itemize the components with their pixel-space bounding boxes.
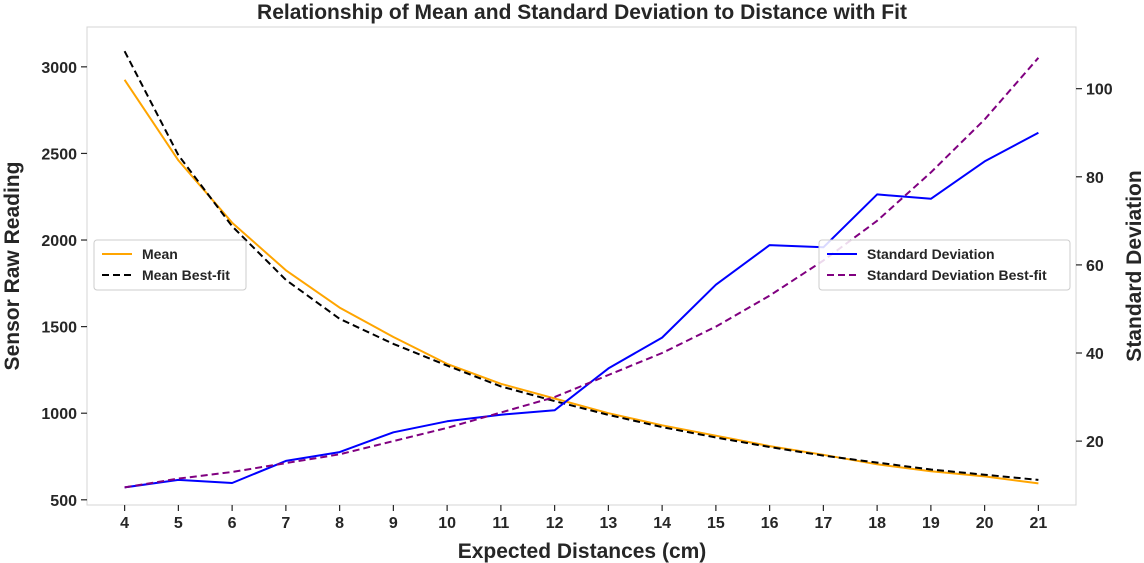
x-tick-label-10: 10 [438,515,456,532]
x-axis-label: Expected Distances (cm) [458,540,707,563]
x-tick-label-9: 9 [389,515,398,532]
series-layer [123,50,1040,489]
x-tick-label-7: 7 [281,515,290,532]
x-tick-label-8: 8 [335,515,344,532]
legend-label-standard-deviation-best-fit: Standard Deviation Best-fit [867,267,1047,283]
right-y-tick-label-100: 100 [1086,82,1113,99]
x-tick-label-15: 15 [707,515,725,532]
plot-frame [86,26,1077,506]
x-tick-label-21: 21 [1029,515,1047,532]
left-y-axis-label: Sensor Raw Reading [1,162,24,371]
right-y-axis-ticks: 20 40 60 80 100 [1076,82,1113,451]
x-axis-ticks: 4 5 6 7 8 9 10 11 12 13 14 15 16 17 18 19 20 21 [120,505,1047,532]
series-line-mean-best-fit [123,50,1039,481]
legend-label-mean: Mean [142,246,178,262]
left-y-tick-label-2500: 2500 [41,146,77,163]
left-y-tick-label-2000: 2000 [41,233,77,250]
x-tick-label-12: 12 [546,515,564,532]
series-line-mean [123,79,1039,485]
x-tick-label-18: 18 [868,515,886,532]
x-tick-label-19: 19 [922,515,940,532]
left-y-tick-label-500: 500 [50,493,77,510]
left-y-tick-label-1500: 1500 [41,320,77,337]
legend-right: Standard Deviation Standard Deviation Bes… [818,239,1071,291]
legend-left-box [93,239,247,291]
left-y-tick-label-1000: 1000 [41,406,77,423]
x-tick-label-5: 5 [174,515,183,532]
right-y-tick-label-60: 60 [1086,258,1104,275]
right-y-tick-label-20: 20 [1086,434,1104,451]
series-line-standard-deviation [124,131,1039,489]
chart-title: Relationship of Mean and Standard Deviat… [257,1,907,24]
x-tick-label-4: 4 [120,515,129,532]
legend-left: Mean Mean Best-fit [93,239,247,291]
left-y-axis-ticks: 500 1000 1500 2000 2500 3000 [41,60,87,510]
right-y-tick-label-80: 80 [1086,170,1104,187]
x-tick-label-16: 16 [761,515,779,532]
x-tick-label-11: 11 [492,515,509,532]
x-tick-label-14: 14 [653,515,671,532]
legend-label-mean-best-fit: Mean Best-fit [142,267,230,283]
legend-right-box [818,239,1071,291]
x-tick-label-6: 6 [228,515,237,532]
x-tick-label-20: 20 [976,515,994,532]
right-y-axis-label: Standard Deviation [1123,170,1144,361]
x-tick-label-13: 13 [599,515,617,532]
series-line-standard-deviation-best-fit [124,57,1040,489]
legend-label-standard-deviation: Standard Deviation [867,246,995,262]
right-y-tick-label-40: 40 [1086,346,1104,363]
left-y-tick-label-3000: 3000 [41,60,77,77]
x-tick-label-17: 17 [814,515,832,532]
